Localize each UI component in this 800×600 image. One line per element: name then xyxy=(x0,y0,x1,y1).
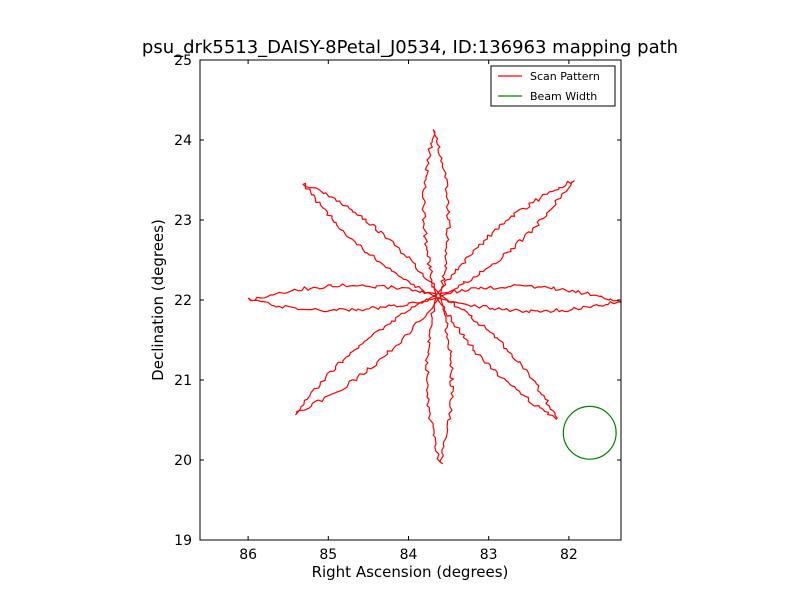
chart-title: psu_drk5513_DAISY-8Petal_J0534, ID:13696… xyxy=(142,37,678,58)
x-axis-label: Right Ascension (degrees) xyxy=(312,563,509,581)
legend-beam-label: Beam Width xyxy=(530,90,597,103)
y-tick-label: 23 xyxy=(174,213,192,229)
legend-box xyxy=(490,65,616,107)
x-axis: 86 85 84 83 82 xyxy=(239,60,578,563)
y-axis-label: Declination (degrees) xyxy=(149,219,167,381)
scan-petal-6 xyxy=(295,294,441,416)
y-tick-label: 25 xyxy=(174,53,192,69)
x-tick-label: 82 xyxy=(560,547,578,563)
y-tick-label: 24 xyxy=(174,133,192,149)
scan-petal-1 xyxy=(421,129,451,297)
legend-scan-label: Scan Pattern xyxy=(530,70,600,83)
legend: Scan Pattern Beam Width xyxy=(490,65,616,107)
scan-petal-2 xyxy=(435,180,575,298)
scan-petal-5 xyxy=(424,294,454,465)
y-tick-label: 19 xyxy=(174,533,192,549)
scan-petal-7 xyxy=(247,283,438,313)
x-tick-label: 86 xyxy=(239,547,257,563)
y-tick-label: 22 xyxy=(174,293,192,309)
scan-petal-4 xyxy=(436,294,558,420)
x-tick-label: 85 xyxy=(319,547,337,563)
y-tick-label: 20 xyxy=(174,453,192,469)
plot-area xyxy=(247,129,621,465)
x-tick-label: 84 xyxy=(400,547,418,563)
beam-width-circle xyxy=(562,405,617,460)
axes-frame xyxy=(199,59,622,541)
y-tick-label: 21 xyxy=(174,373,192,389)
y-axis: 19 20 21 22 23 24 25 xyxy=(174,53,621,549)
scan-petal-3 xyxy=(437,284,621,314)
x-tick-label: 83 xyxy=(480,547,498,563)
scan-petal-8 xyxy=(302,182,440,298)
